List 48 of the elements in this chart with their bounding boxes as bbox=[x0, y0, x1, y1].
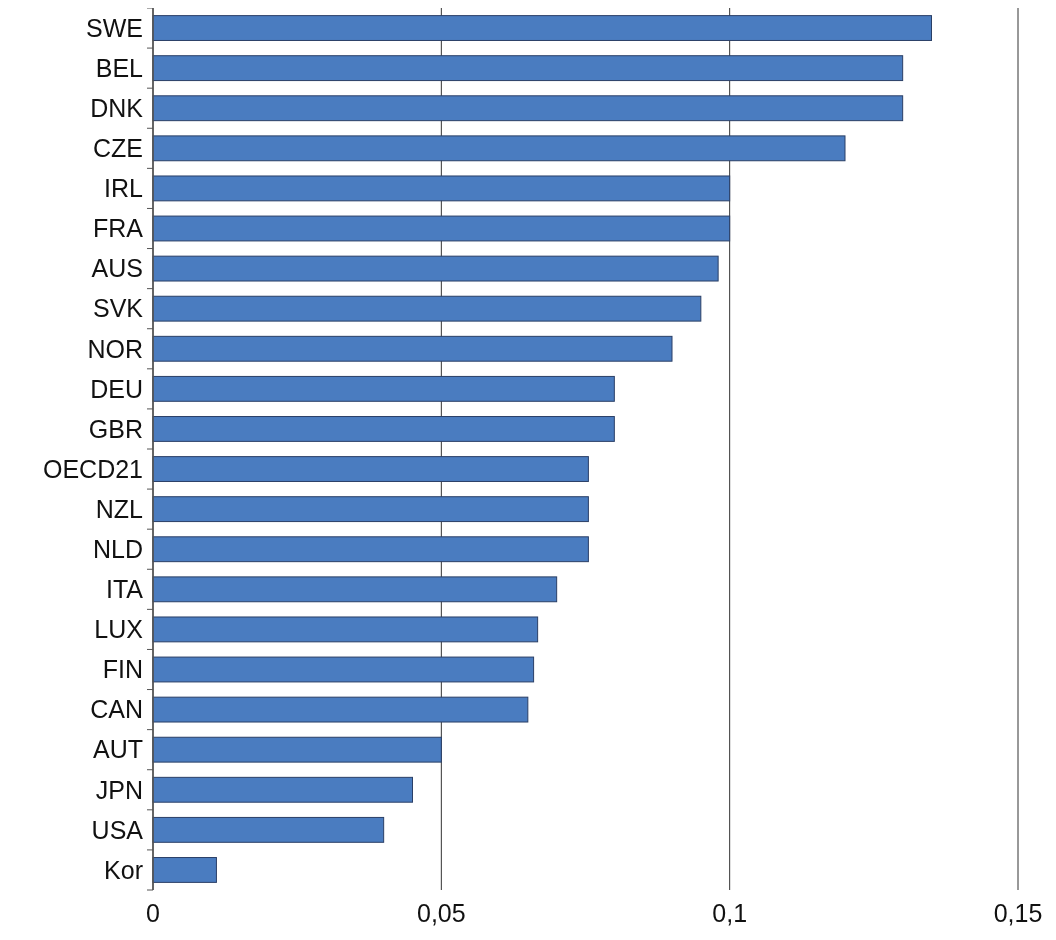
bar bbox=[152, 135, 846, 162]
y-tick-label: DEU bbox=[90, 374, 143, 403]
y-tick-label: SWE bbox=[86, 13, 143, 42]
y-tick-label: FRA bbox=[93, 214, 144, 243]
bar bbox=[152, 335, 673, 362]
y-tick-label: Kor bbox=[104, 855, 143, 884]
bar bbox=[152, 616, 539, 643]
y-tick-label: NZL bbox=[95, 494, 144, 523]
x-tick-label: 0,1 bbox=[712, 899, 748, 927]
bar bbox=[152, 375, 615, 402]
y-tick-label: FIN bbox=[102, 655, 143, 684]
bar bbox=[152, 696, 529, 723]
bar bbox=[152, 295, 702, 322]
y-tick-label: AUT bbox=[93, 735, 143, 764]
bar bbox=[152, 736, 442, 763]
y-tick-label: CZE bbox=[93, 134, 143, 163]
bar bbox=[152, 15, 932, 41]
bar bbox=[152, 175, 731, 202]
bar bbox=[152, 656, 535, 683]
y-tick-label: CAN bbox=[90, 695, 143, 724]
bar bbox=[152, 95, 904, 122]
y-tick-label: ITA bbox=[105, 575, 144, 604]
y-tick-label: JPN bbox=[95, 775, 143, 804]
bar bbox=[152, 55, 904, 82]
bar bbox=[152, 215, 731, 242]
y-tick-label: BEL bbox=[95, 53, 144, 82]
bar bbox=[152, 255, 719, 282]
x-tick-label: 0 bbox=[146, 899, 160, 927]
y-tick-label: DNK bbox=[90, 93, 144, 122]
y-tick-label: GBR bbox=[88, 414, 143, 443]
bar bbox=[152, 816, 385, 843]
y-tick-label: LUX bbox=[94, 615, 144, 644]
y-tick-label: NLD bbox=[92, 534, 143, 563]
bar bbox=[152, 496, 589, 523]
y-tick-label: OECD21 bbox=[42, 454, 143, 483]
y-tick-label: SVK bbox=[92, 294, 144, 323]
bar bbox=[152, 456, 589, 482]
bar bbox=[152, 416, 615, 442]
y-tick-label: NOR bbox=[87, 334, 143, 363]
x-tick-label: 0,05 bbox=[417, 899, 466, 927]
y-tick-label: USA bbox=[91, 815, 144, 844]
y-tick-label: IRL bbox=[104, 174, 144, 203]
y-tick-label: AUS bbox=[91, 254, 143, 283]
bar bbox=[152, 857, 217, 883]
x-tick-label: 0,15 bbox=[993, 899, 1043, 927]
bar bbox=[152, 776, 413, 803]
bar bbox=[152, 576, 558, 603]
bar bbox=[152, 536, 589, 563]
